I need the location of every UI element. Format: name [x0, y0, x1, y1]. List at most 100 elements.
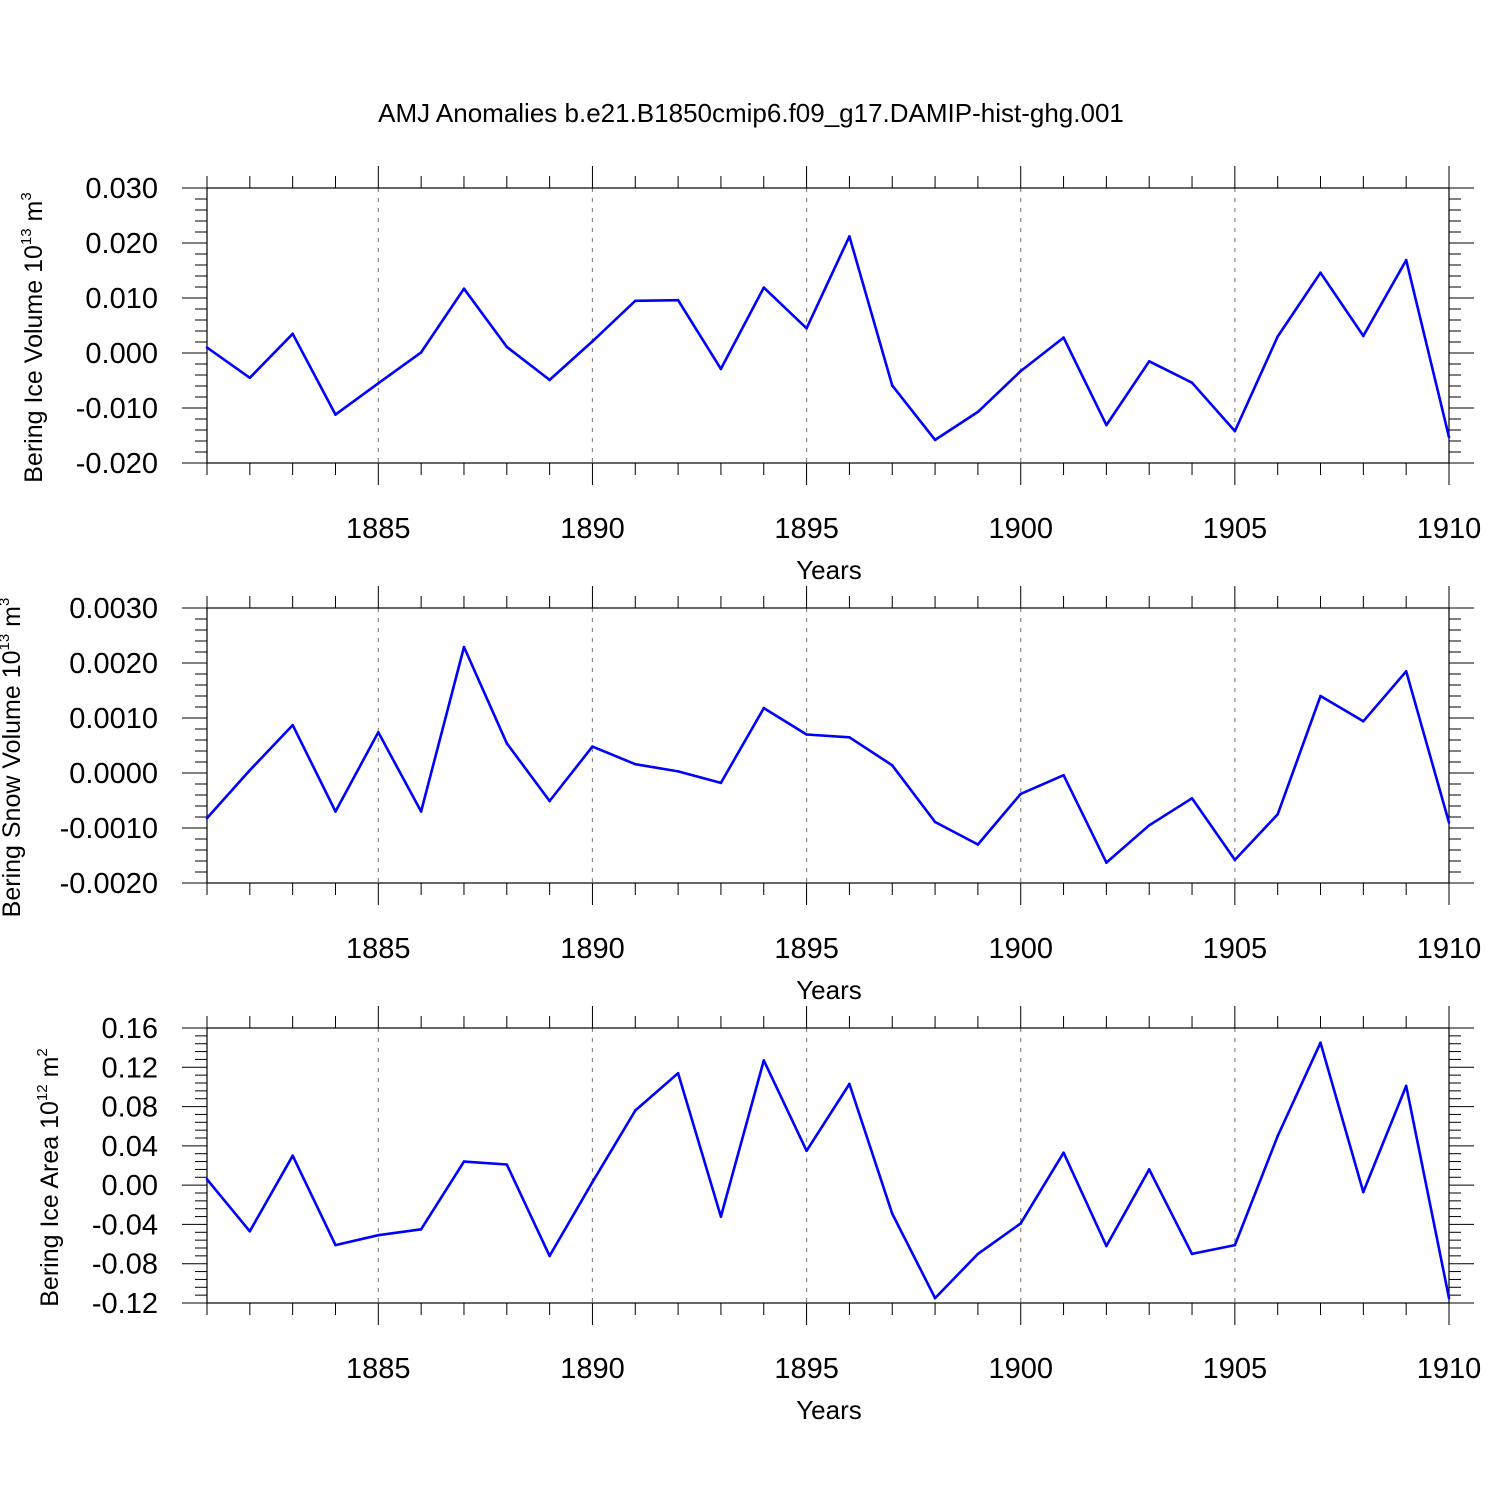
data-point — [1233, 858, 1237, 862]
y-tick-label: -0.04 — [92, 1209, 158, 1241]
data-point — [291, 1154, 294, 1157]
data-point — [1190, 797, 1194, 800]
y-tick-label: 0.0020 — [69, 648, 158, 680]
data-point — [462, 645, 466, 649]
data-point — [1362, 720, 1365, 723]
data-point — [1362, 1190, 1365, 1194]
data-point — [419, 1228, 423, 1231]
data-point — [462, 1160, 466, 1163]
data-point — [1404, 258, 1408, 262]
x-tick-label: 1910 — [1417, 1353, 1482, 1385]
y-tick-label: -0.08 — [92, 1249, 158, 1281]
figure-title: AMJ Anomalies b.e21.B1850cmip6.f09_g17.D… — [378, 98, 1124, 128]
y-tick-label: 0.020 — [85, 228, 158, 260]
data-point — [591, 1180, 594, 1184]
x-tick-label: 1910 — [1417, 513, 1482, 545]
data-point — [848, 235, 851, 238]
x-tick-label: 1890 — [560, 933, 625, 965]
data-point — [462, 287, 466, 290]
data-point — [719, 367, 723, 371]
data-point — [1319, 694, 1322, 698]
x-tick-label: 1895 — [774, 933, 839, 965]
y-axis-label: Bering Ice Volume 1013 m3 — [18, 192, 48, 482]
y-tick-label: 0.0010 — [69, 703, 158, 735]
data-point — [248, 1230, 252, 1233]
x-axis-label: Years — [796, 1395, 862, 1425]
data-point — [1147, 359, 1151, 363]
data-point — [505, 1163, 509, 1166]
data-point — [505, 345, 509, 349]
data-point — [1019, 1222, 1023, 1225]
x-tick-label: 1890 — [560, 513, 625, 545]
x-tick-label: 1890 — [560, 1353, 625, 1385]
y-tick-label: 0.16 — [102, 1013, 158, 1045]
y-tick-label: 0.04 — [102, 1131, 158, 1163]
data-point — [334, 1243, 337, 1247]
data-point — [1404, 669, 1408, 673]
data-point — [633, 299, 637, 303]
data-point — [976, 1252, 980, 1256]
data-point — [1404, 1084, 1408, 1088]
data-point — [1190, 381, 1194, 385]
x-axis-label: Years — [796, 975, 862, 1005]
data-point — [933, 1296, 937, 1300]
data-point — [377, 381, 380, 385]
data-point — [933, 820, 937, 824]
data-point — [291, 723, 294, 727]
data-point — [1062, 336, 1065, 339]
data-point — [1105, 861, 1108, 864]
panel-2: 1885 1890 1895 1900 1905 1910 Years 0.0030 0.002… — [0, 586, 1481, 1005]
data-point — [633, 1109, 637, 1112]
series-line — [205, 1041, 1451, 1300]
y-tick-label: -0.0010 — [60, 813, 158, 845]
data-point — [205, 346, 209, 349]
data-point — [1019, 369, 1023, 373]
x-tick-label: 1900 — [988, 513, 1053, 545]
data-point — [205, 1177, 209, 1181]
panel-3: 1885 1890 1895 1900 1905 1910 Years 0.16 0.12 0.0… — [34, 1006, 1481, 1425]
data-point — [548, 799, 551, 803]
y-tick-label: -0.020 — [76, 448, 158, 480]
data-point — [334, 810, 337, 813]
data-point — [762, 1059, 766, 1062]
data-point — [377, 731, 380, 734]
data-point — [805, 733, 808, 736]
data-point — [1105, 1244, 1108, 1248]
data-point — [1062, 773, 1065, 777]
data-point — [591, 745, 594, 748]
data-point — [1276, 812, 1279, 816]
y-tick-label: 0.030 — [85, 173, 158, 205]
data-point — [1447, 821, 1451, 824]
data-point — [248, 768, 252, 772]
x-tick-label: 1905 — [1203, 1353, 1268, 1385]
data-point — [848, 735, 851, 739]
series-line — [206, 645, 1451, 864]
data-point — [1019, 792, 1023, 796]
x-tick-label: 1895 — [774, 1353, 839, 1385]
data-point — [1276, 1134, 1279, 1138]
y-tick-label: 0.0030 — [69, 593, 158, 625]
x-axis-label: Years — [796, 555, 862, 585]
data-point — [848, 1082, 851, 1086]
y-tick-label: 0.08 — [102, 1092, 158, 1124]
data-point — [805, 326, 808, 330]
data-point — [890, 764, 894, 767]
x-tick-label: 1895 — [774, 513, 839, 545]
data-point — [890, 384, 894, 387]
data-point — [548, 1254, 551, 1258]
data-point — [248, 376, 252, 380]
y-axis-label: Bering Snow Volume 1013 m3 — [0, 598, 26, 918]
y-tick-label: -0.010 — [76, 393, 158, 425]
data-point — [719, 1215, 723, 1218]
data-point — [1319, 1041, 1322, 1045]
x-tick-label: 1900 — [988, 933, 1053, 965]
panel-1: 1885 1890 1895 1900 1905 1910 Years 0.030 0.020 0… — [18, 166, 1481, 585]
data-point — [1105, 423, 1108, 427]
series-line — [206, 235, 1451, 442]
data-point — [1062, 1151, 1065, 1155]
data-point — [676, 770, 680, 773]
data-point — [419, 351, 423, 354]
data-point — [719, 781, 723, 785]
x-tick-label: 1885 — [346, 1353, 411, 1385]
plot-frame — [206, 187, 1450, 464]
